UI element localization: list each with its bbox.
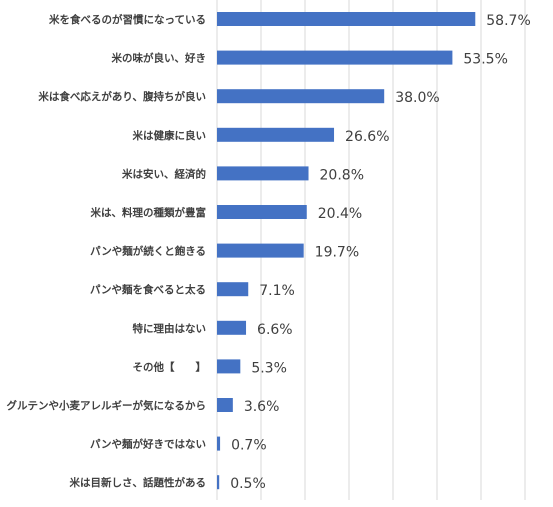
data-label: 20.8% [320,167,364,183]
category-label: 米の味が良い、好き [111,52,207,65]
data-label: 5.3% [251,360,287,376]
category-label: 米は健康に良い [132,129,207,142]
bar [217,243,304,258]
category-label: パンや麺が続くと飽きる [90,245,206,258]
category-label: パンや麺を食べると太る [90,283,206,296]
bar [217,475,220,490]
category-label: グルテンや小麦アレルギーが気になるから [7,399,207,412]
bar [217,166,309,181]
bar [217,12,476,26]
bars [217,12,476,490]
data-label: 0.5% [230,476,266,492]
category-label: 米は安い、経済的 [121,167,206,180]
data-label: 6.6% [257,322,293,338]
category-label: その他【 】 [133,360,207,373]
labels: 米を食べるのが習慣になっている 58.7% 米の味が良い、好き 53.5% 米は食べ応え… [7,13,531,492]
bar [217,398,233,412]
data-label: 26.6% [345,129,389,145]
bar [217,205,307,219]
category-label: 米は食べ応えがあり、腹持ちが良い [37,90,206,103]
data-label: 58.7% [486,13,530,29]
data-label: 20.4% [318,206,362,222]
bar [217,127,335,142]
category-label: 特に理由はない [133,322,207,335]
bar [217,282,249,297]
bar [217,436,221,451]
data-label: 3.6% [244,399,280,415]
category-label: 米は目新しさ、話題性がある [69,476,207,489]
data-label: 7.1% [259,283,295,299]
bar [217,320,247,335]
data-label: 0.7% [231,438,267,454]
data-label: 19.7% [315,245,359,261]
bar [217,50,453,65]
category-label: 米は、料理の種類が豊富 [90,206,207,219]
category-label: パンや麺が好きではない [90,438,206,451]
bar [217,89,385,104]
bar [217,359,241,374]
data-label: 53.5% [463,52,507,68]
data-label: 38.0% [395,90,439,106]
category-label: 米を食べるのが習慣になっている [48,13,206,26]
gridlines [216,0,526,500]
